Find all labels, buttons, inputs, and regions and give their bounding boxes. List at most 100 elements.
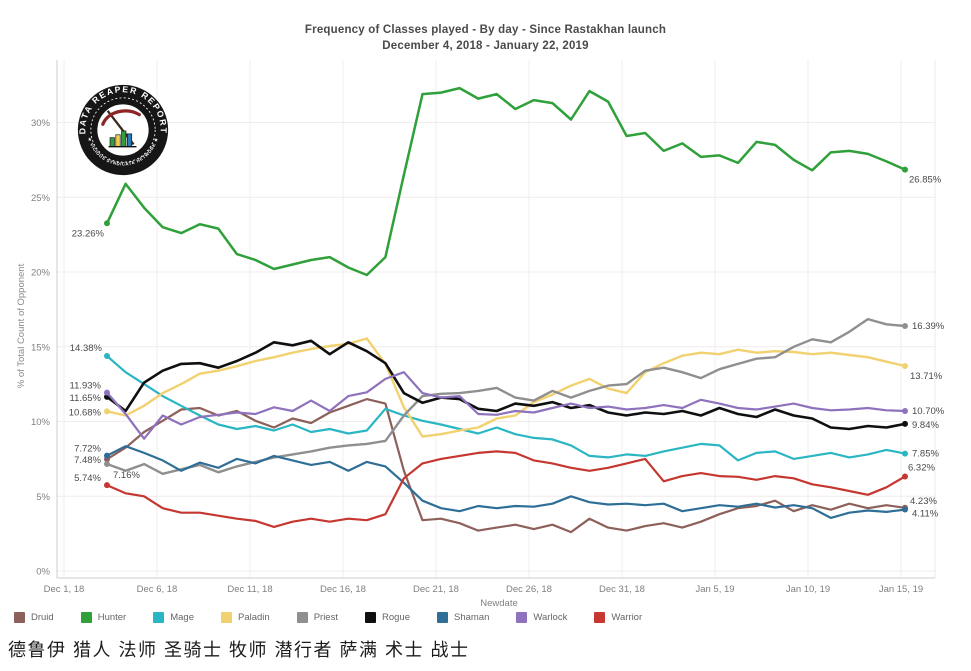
x-tick-label: Dec 6, 18: [137, 584, 178, 595]
start-value-label: 11.93%: [69, 381, 101, 392]
start-value-label: 14.38%: [70, 343, 103, 354]
legend-item-warrior: Warrior: [594, 612, 642, 623]
legend-item-hunter: Hunter: [80, 612, 127, 623]
y-tick-label: 30%: [31, 118, 51, 129]
end-value-label: 16.39%: [912, 321, 945, 332]
legend-label-priest: Priest: [313, 612, 338, 623]
end-value-label: 9.84%: [912, 420, 939, 431]
series-end-dot: [902, 450, 908, 457]
legend-label-warlock: Warlock: [533, 612, 568, 623]
legend-item-priest: Priest: [296, 612, 338, 623]
series-mage: [104, 353, 908, 462]
legend-label-rogue: Rogue: [381, 612, 410, 623]
series-labels-warlock: 11.93% 10.70%: [69, 381, 944, 417]
legend-swatch-warlock: [516, 612, 528, 623]
series-line-druid: [105, 398, 907, 534]
end-value-label: 26.85%: [909, 175, 942, 186]
series-end-dot: [902, 166, 908, 173]
series-warlock: [104, 371, 908, 440]
legend-swatch-mage: [153, 612, 165, 623]
series-start-dot: [104, 220, 110, 227]
legend-swatch-shaman: [436, 612, 448, 623]
x-tick-label: Jan 5, 19: [695, 584, 734, 595]
series-labels-hunter: 23.26% 26.85%: [72, 175, 942, 240]
x-tick-label: Dec 21, 18: [413, 584, 459, 595]
chart-legend: Druid Hunter Mage Paladin Priest Rogue Shaman W…: [14, 612, 669, 623]
start-value-label: 5.74%: [74, 473, 101, 484]
series-end-dot: [902, 420, 908, 427]
series-line-rogue: [105, 339, 907, 431]
legend-item-paladin: Paladin: [220, 612, 270, 623]
legend-label-mage: Mage: [170, 612, 194, 623]
x-tick-label: Jan 10, 19: [786, 584, 830, 595]
legend-label-shaman: Shaman: [453, 612, 490, 623]
x-tick-label: Dec 1, 18: [44, 584, 85, 595]
series-start-dot: [104, 482, 110, 489]
series-start-dot: [104, 452, 110, 459]
x-tick-label: Dec 26, 18: [506, 584, 552, 595]
chart-title-line2: December 4, 2018 - January 22, 2019: [382, 40, 589, 52]
y-tick-label: 20%: [31, 268, 51, 279]
line-chart-plot: 0% 5% 10% 15% 20% 25% 30% Dec 1, 18 Dec 6, 18 Dec…: [31, 60, 945, 609]
legend-label-warrior: Warrior: [611, 612, 643, 623]
series-hunter: [104, 86, 908, 277]
y-tick-label: 10%: [31, 417, 51, 428]
start-value-label: 10.68%: [69, 407, 102, 418]
y-tick-label: 0%: [36, 567, 50, 578]
series-shaman: [104, 445, 908, 520]
gridlines: [56, 60, 936, 579]
x-tick-label: Dec 11, 18: [227, 584, 272, 595]
legend-item-shaman: Shaman: [436, 612, 490, 623]
end-value-label: 4.11%: [912, 509, 939, 520]
series-warrior: [104, 450, 908, 529]
y-axis-title: % of Total Count of Opponent: [16, 263, 27, 389]
series-line-paladin: [105, 337, 907, 438]
series-line-priest: [105, 317, 907, 475]
series-line-warrior: [105, 450, 907, 529]
series-start-dot: [104, 389, 110, 396]
start-value-label: 11.65%: [69, 393, 101, 404]
legend-label-hunter: Hunter: [97, 612, 127, 623]
start-value-label: 7.72%: [74, 444, 101, 455]
series-line-shaman: [105, 445, 907, 520]
series-labels-rogue: 11.65% 9.84%: [69, 393, 939, 431]
y-tick-label: 15%: [31, 342, 51, 353]
series-start-dot: [104, 408, 110, 415]
x-tick-label: Dec 16, 18: [320, 584, 366, 595]
legend-swatch-druid: [14, 612, 25, 623]
series-priest: [104, 317, 908, 475]
x-tick-label: Jan 15, 19: [879, 584, 923, 595]
legend-swatch-rogue: [364, 612, 376, 623]
series-labels-warrior: 5.74% 6.32%: [74, 463, 935, 485]
legend-swatch-priest: [296, 612, 308, 623]
x-tick-label: Dec 31, 18: [599, 584, 645, 595]
logo-dotted-ring: [90, 97, 156, 163]
series-start-dot: [104, 460, 110, 467]
end-value-label: 7.85%: [912, 449, 939, 460]
legend-swatch-hunter: [80, 612, 92, 623]
start-value-label: 7.16%: [113, 470, 140, 481]
tick-labels: 0% 5% 10% 15% 20% 25% 30% Dec 1, 18 Dec 6, 18 Dec…: [31, 118, 923, 595]
series-labels-priest: 7.16% 16.39%: [113, 321, 945, 481]
end-value-label: 4.23%: [910, 496, 937, 507]
legend-label-druid: Druid: [31, 612, 54, 623]
series-end-dot: [902, 408, 908, 415]
series-end-dot: [902, 506, 908, 513]
series-paladin: [104, 337, 908, 438]
series-labels-druid: 7.48% 4.23%: [74, 455, 937, 507]
class-names-translation-row: 德鲁伊 猎人 法师 圣骑士 牧师 潜行者 萨满 术士 战士: [8, 640, 470, 660]
series-labels-mage: 14.38% 7.85%: [70, 343, 940, 460]
legend-item-druid: Druid: [14, 612, 54, 623]
x-axis-title: Newdate: [480, 598, 518, 609]
start-value-label: 7.48%: [74, 455, 101, 466]
legend-swatch-warrior: [594, 612, 606, 623]
series-labels-paladin: 10.68% 13.71%: [69, 371, 943, 418]
y-tick-label: 25%: [31, 193, 51, 204]
series-line-hunter: [105, 86, 907, 277]
legend-item-warlock: Warlock: [516, 612, 567, 623]
start-value-label: 23.26%: [72, 228, 105, 239]
logo-bar-chart-icon: [108, 130, 137, 148]
series-labels-shaman: 7.72% 4.11%: [74, 444, 939, 520]
data-reaper-report-logo: DATA REAPER REPORT ★ VICIOUS SYNDICATE N…: [77, 84, 169, 176]
